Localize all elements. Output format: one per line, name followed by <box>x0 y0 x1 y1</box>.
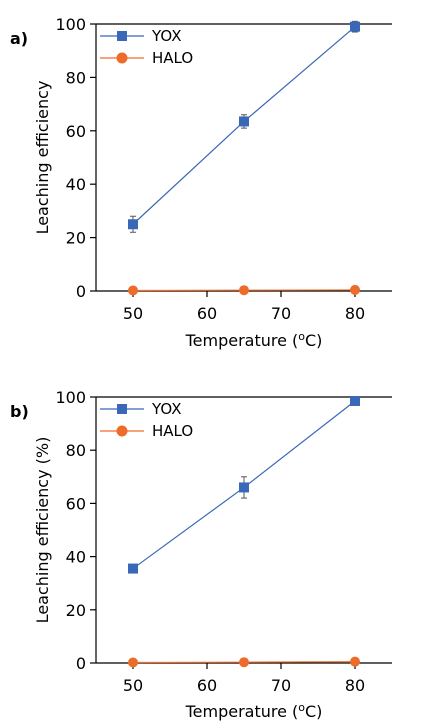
data-point <box>350 284 360 295</box>
y-tick-label: 20 <box>66 601 86 620</box>
legend-marker <box>116 52 128 64</box>
y-tick-label: 80 <box>66 68 86 87</box>
y-tick-label: 80 <box>66 441 86 460</box>
y-tick-label: 0 <box>76 654 86 673</box>
x-tick-label: 60 <box>197 304 217 323</box>
legend-label: HALO <box>152 422 193 440</box>
legend-label: HALO <box>152 49 193 67</box>
series-halo <box>128 656 360 668</box>
x-tick-label: 50 <box>123 676 143 695</box>
legend-entry-yox: YOX <box>100 27 181 45</box>
y-tick-label: 100 <box>55 15 86 34</box>
y-axis-title: Leaching efficiency <box>33 81 52 235</box>
legend-label: YOX <box>151 27 181 45</box>
panel-label: a) <box>10 29 28 48</box>
legend-marker <box>117 31 127 41</box>
data-point <box>239 285 249 296</box>
data-point <box>350 395 360 406</box>
x-tick-label: 80 <box>345 676 365 695</box>
y-tick-label: 0 <box>76 282 86 301</box>
legend-entry-yox: YOX <box>100 400 181 418</box>
series-yox <box>128 20 360 233</box>
legend-marker <box>116 425 128 437</box>
y-tick-label: 100 <box>55 388 86 407</box>
x-axis-title: Temperature (oC) <box>185 330 323 350</box>
series-halo <box>128 284 360 296</box>
data-point <box>128 657 138 668</box>
legend-entry-halo: HALO <box>100 49 193 67</box>
x-tick-label: 70 <box>271 676 291 695</box>
data-point <box>239 657 249 668</box>
legend-label: YOX <box>151 400 181 418</box>
chart-panel-2: 0 20 40 60 80 100 50 60 70 80 b)Leaching efficienc… <box>10 388 392 721</box>
data-point <box>350 21 360 32</box>
series-yox <box>128 395 360 574</box>
data-point <box>239 116 249 127</box>
chart-panel-1: 0 20 40 60 80 100 50 60 70 80 a) Leaching efficienc… <box>10 15 392 350</box>
panel-label: b) <box>10 402 29 421</box>
x-tick-label: 50 <box>123 304 143 323</box>
legend-marker <box>117 404 127 414</box>
y-tick-label: 60 <box>66 122 86 141</box>
y-tick-label: 20 <box>66 229 86 248</box>
x-axis-title: Temperature (oC) <box>185 701 323 721</box>
data-point <box>128 219 138 230</box>
data-point <box>350 656 360 667</box>
data-point <box>128 285 138 296</box>
data-point <box>128 563 138 574</box>
y-tick-label: 40 <box>66 175 86 194</box>
x-tick-label: 70 <box>271 304 291 323</box>
x-tick-label: 80 <box>345 304 365 323</box>
data-point <box>239 482 249 493</box>
y-tick-label: 40 <box>66 548 86 567</box>
x-tick-label: 60 <box>197 676 217 695</box>
legend-entry-halo: HALO <box>100 422 193 440</box>
y-tick-label: 60 <box>66 494 86 513</box>
y-axis-title: Leaching efficiency (%) <box>33 437 52 624</box>
